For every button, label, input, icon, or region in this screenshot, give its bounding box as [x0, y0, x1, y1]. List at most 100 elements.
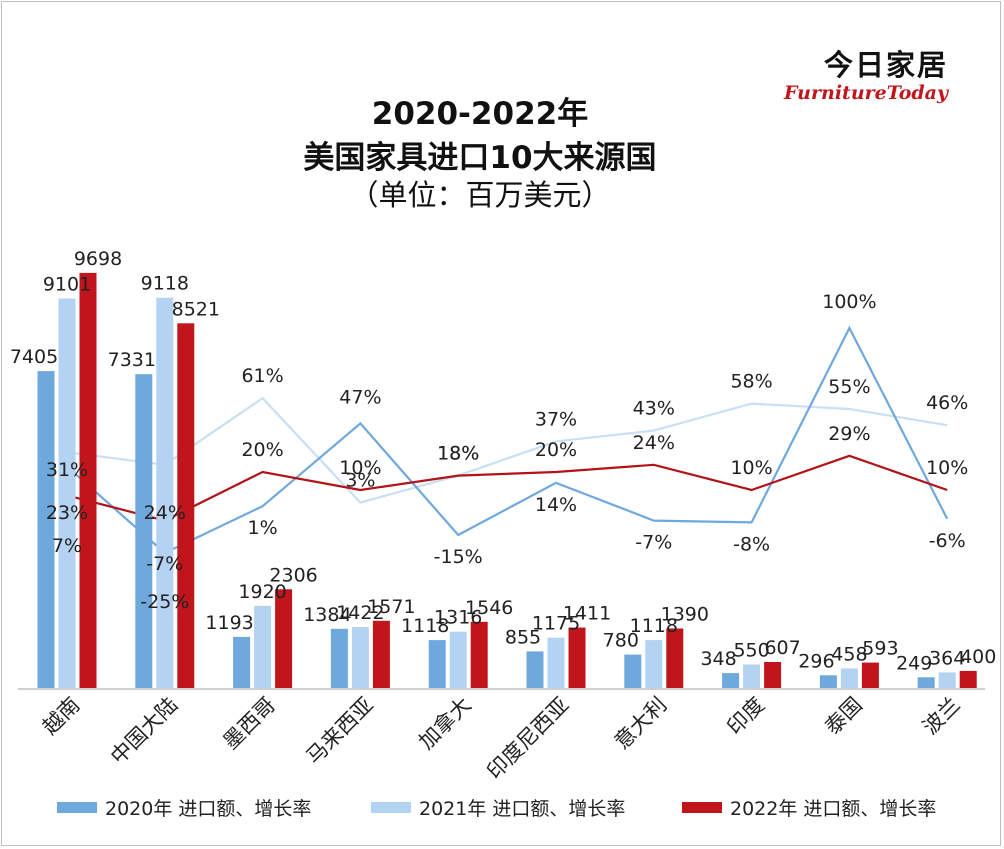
- category-label: 马来西亚: [302, 693, 378, 769]
- growth-rate-label: -6%: [929, 530, 966, 552]
- growth-rate-label: -15%: [434, 546, 483, 568]
- bar-value-label: 296: [798, 650, 834, 672]
- bar-value-label: 400: [960, 646, 996, 668]
- bar-value-label: 1384: [303, 604, 351, 626]
- bar-value-label: 1422: [336, 602, 384, 624]
- legend-swatch-2021: [371, 802, 411, 813]
- bar-value-label: 607: [764, 637, 800, 659]
- bar-2-3: [372, 620, 390, 688]
- growth-rate-label: 43%: [633, 398, 675, 420]
- bar-0-2: [233, 636, 251, 688]
- legend-label-2021: 2021年 进口额、增长率: [419, 798, 626, 820]
- bar-2-0: [79, 272, 97, 688]
- legend-label-2022: 2022年 进口额、增长率: [730, 798, 937, 820]
- bar-0-7: [722, 673, 740, 688]
- bar-value-label: 550: [733, 640, 769, 662]
- growth-rate-label: 14%: [535, 494, 577, 516]
- growth-line-1: [66, 396, 948, 504]
- growth-rate-label: 10%: [926, 457, 968, 479]
- chart-title: 美国家具进口10大来源国: [303, 140, 657, 176]
- bar-value-label: 9118: [141, 273, 189, 295]
- bar-2-1: [177, 323, 195, 688]
- growth-rate-label: 24%: [633, 432, 675, 454]
- category-label: 墨西哥: [219, 693, 281, 755]
- growth-rate-label: 10%: [730, 457, 772, 479]
- bar-0-8: [819, 675, 837, 688]
- bar-1-5: [547, 637, 565, 688]
- legend-item-2020: 2020年 进口额、增长率: [57, 794, 311, 821]
- bar-value-label: 348: [700, 648, 736, 670]
- bar-value-label: 1118: [401, 615, 449, 637]
- category-label: 中国大陆: [106, 693, 182, 769]
- bar-1-2: [254, 605, 272, 688]
- bar-0-0: [37, 371, 55, 688]
- growth-rate-label: 47%: [339, 386, 381, 408]
- growth-rate-label: 61%: [241, 365, 283, 387]
- bar-2-8: [861, 662, 879, 688]
- bar-value-label: 780: [603, 630, 639, 652]
- bar-1-6: [645, 640, 663, 688]
- bar-value-label: 1193: [205, 612, 253, 634]
- bar-value-label: 9101: [43, 274, 91, 296]
- growth-rate-label: 18%: [437, 443, 479, 465]
- bar-1-8: [840, 668, 858, 688]
- growth-rate-label: -7%: [146, 553, 183, 575]
- bar-line-chart: 7405 7331 1193 1384 1118 855 780 348 296 249 9101 9…: [10, 248, 997, 784]
- bar-value-label: 1546: [465, 597, 513, 619]
- growth-rate-label: 24%: [144, 502, 186, 524]
- bar-value-label: 855: [505, 626, 541, 648]
- growth-rate-label: 20%: [535, 439, 577, 461]
- bar-1-1: [156, 297, 174, 688]
- growth-rate-label: 3%: [345, 470, 375, 492]
- growth-rate-label: 58%: [730, 371, 772, 393]
- growth-rate-label: 29%: [828, 423, 870, 445]
- legend-swatch-2020: [57, 802, 97, 813]
- growth-rate-label: 37%: [535, 408, 577, 430]
- growth-rate-label: 20%: [241, 439, 283, 461]
- growth-rate-label: 1%: [248, 517, 278, 539]
- legend-item-2022: 2022年 进口额、增长率: [682, 794, 936, 821]
- bar-value-label: 593: [862, 638, 898, 660]
- category-label: 印度尼西亚: [482, 693, 573, 784]
- bar-0-9: [917, 677, 935, 688]
- category-label: 意大利: [610, 693, 672, 755]
- bar-0-1: [135, 374, 153, 688]
- bar-value-label: 7405: [10, 346, 58, 368]
- category-label: 泰国: [820, 693, 867, 740]
- bar-value-label: 1316: [434, 607, 482, 629]
- bar-value-label: 1390: [661, 604, 709, 626]
- growth-rate-label: 46%: [926, 392, 968, 414]
- growth-rate-label: 7%: [52, 535, 82, 557]
- bar-2-7: [764, 662, 782, 688]
- bar-value-label: 7331: [108, 349, 156, 371]
- bar-value-label: 1920: [238, 581, 286, 603]
- bar-value-label: 2306: [269, 564, 317, 586]
- category-label: 越南: [38, 693, 85, 740]
- growth-rate-label: 23%: [46, 502, 88, 524]
- bar-value-label: 249: [896, 652, 932, 674]
- bar-value-label: 1175: [532, 613, 580, 635]
- bar-value-label: 1411: [563, 603, 611, 625]
- growth-rate-label: 31%: [46, 459, 88, 481]
- chart-unit: （单位：百万美元）: [349, 178, 611, 212]
- bar-value-label: 364: [929, 647, 965, 669]
- growth-line-0: [66, 325, 949, 555]
- category-label: 波兰: [918, 693, 965, 740]
- growth-rate-label: 10%: [339, 457, 381, 479]
- bar-0-5: [526, 651, 544, 688]
- bar-1-4: [449, 631, 467, 688]
- category-label: 加拿大: [414, 693, 476, 755]
- bar-value-label: 9698: [74, 248, 122, 270]
- legend-swatch-2022: [682, 802, 722, 813]
- chart-legend: 2020年 进口额、增长率 2021年 进口额、增长率 2022年 进口额、增长…: [0, 794, 1004, 822]
- bar-1-7: [743, 664, 761, 688]
- bar-0-6: [624, 654, 642, 688]
- bar-1-0: [58, 298, 76, 688]
- growth-rate-label: 100%: [822, 291, 876, 313]
- brand-name-cn: 今日家居: [823, 48, 948, 82]
- growth-rate-label: 55%: [828, 376, 870, 398]
- bar-value-label: 458: [831, 643, 867, 665]
- bar-1-9: [938, 672, 956, 688]
- bar-2-9: [959, 670, 977, 688]
- bar-value-label: 1571: [367, 596, 415, 618]
